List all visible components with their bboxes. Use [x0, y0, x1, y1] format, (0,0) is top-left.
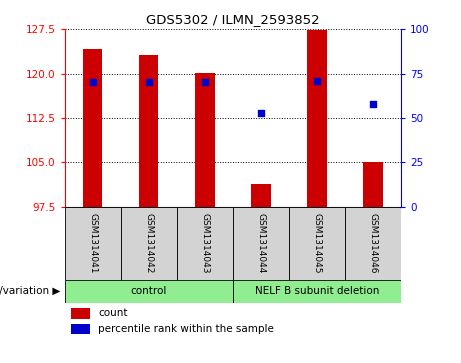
Text: genotype/variation ▶: genotype/variation ▶	[0, 286, 60, 296]
Text: GSM1314043: GSM1314043	[200, 213, 209, 273]
Bar	[195, 73, 214, 207]
Point	[89, 79, 96, 85]
Bar	[65, 280, 233, 303]
Text: GSM1314044: GSM1314044	[256, 213, 266, 273]
Bar	[345, 207, 401, 280]
Bar	[251, 184, 271, 207]
Bar	[233, 280, 401, 303]
Point	[201, 79, 208, 85]
Bar	[233, 207, 289, 280]
Point	[369, 101, 377, 107]
Point	[257, 110, 265, 115]
Text: NELF B subunit deletion: NELF B subunit deletion	[255, 286, 379, 296]
Bar	[307, 30, 327, 207]
Point	[145, 79, 152, 85]
Bar	[139, 54, 159, 207]
Bar	[83, 49, 102, 207]
Bar	[121, 207, 177, 280]
Bar	[71, 324, 90, 334]
Bar	[71, 308, 90, 319]
Title: GDS5302 / ILMN_2593852: GDS5302 / ILMN_2593852	[146, 13, 319, 26]
Text: control: control	[130, 286, 167, 296]
Text: GSM1314046: GSM1314046	[368, 213, 378, 273]
Text: count: count	[98, 309, 128, 318]
Point	[313, 78, 321, 83]
Bar	[289, 207, 345, 280]
Text: GSM1314042: GSM1314042	[144, 213, 153, 273]
Bar	[177, 207, 233, 280]
Bar	[363, 162, 383, 207]
Bar	[65, 207, 121, 280]
Text: GSM1314045: GSM1314045	[313, 213, 321, 273]
Text: percentile rank within the sample: percentile rank within the sample	[98, 324, 274, 334]
Text: GSM1314041: GSM1314041	[88, 213, 97, 273]
